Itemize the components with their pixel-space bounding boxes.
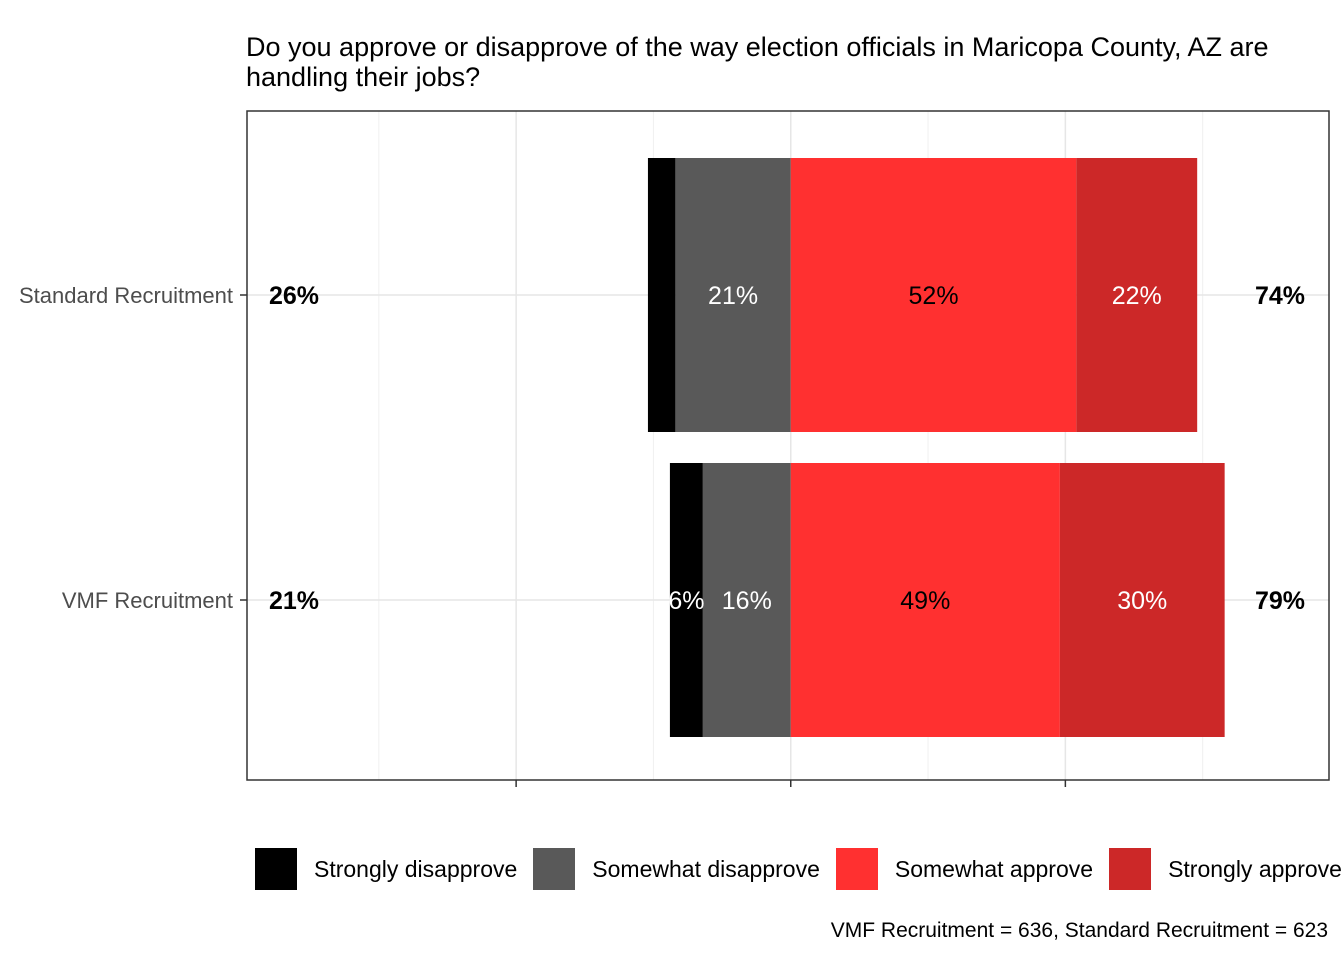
y-tick-label-vmf-recruitment: VMF Recruitment (62, 588, 233, 613)
legend-key-strongly-approve (1109, 848, 1152, 890)
y-axis: Standard Recruitment VMF Recruitment (19, 283, 247, 613)
segment-labels: 21% 52% 22% 6% 16% 49% 30% (668, 282, 1167, 615)
x-axis-ticks (515, 780, 1067, 787)
bar-strongly-disapprove-standard-recruitment (647, 158, 676, 432)
segment-label-strongly-approve-standard-recruitment: 22% (1112, 282, 1162, 310)
legend-item-somewhat-approve: Somewhat approve (835, 848, 1094, 890)
total-approve-standard-recruitment: 74% (1255, 282, 1305, 310)
legend-label-somewhat-disapprove: Somewhat disapprove (592, 855, 820, 882)
y-tick-label-standard-recruitment: Standard Recruitment (19, 283, 233, 308)
legend-key-somewhat-approve (835, 848, 878, 890)
total-disapprove-standard-recruitment: 26% (269, 282, 319, 310)
legend-label-somewhat-approve: Somewhat approve (894, 855, 1094, 882)
segment-label-somewhat-disapprove-vmf-recruitment: 16% (722, 587, 772, 615)
sample-size-caption: VMF Recruitment = 636, Standard Recruitm… (830, 919, 1328, 942)
bar-somewhat-disapprove-vmf-recruitment (702, 463, 791, 737)
segment-label-strongly-disapprove-vmf-recruitment: 6% (668, 587, 704, 615)
bar-segments (647, 158, 1225, 737)
bar-somewhat-approve-standard-recruitment (790, 158, 1077, 432)
chart-title: Do you approve or disapprove of the way … (246, 32, 1344, 92)
total-disapprove-vmf-recruitment: 21% (269, 587, 319, 615)
segment-label-somewhat-approve-standard-recruitment: 52% (909, 282, 959, 310)
bar-somewhat-disapprove-standard-recruitment (675, 158, 791, 432)
legend-label-strongly-approve: Strongly approve (1168, 855, 1342, 882)
segment-label-strongly-approve-vmf-recruitment: 30% (1117, 587, 1167, 615)
total-approve-vmf-recruitment: 79% (1255, 587, 1305, 615)
legend-key-strongly-disapprove (255, 848, 297, 890)
legend-label-strongly-disapprove: Strongly disapprove (314, 855, 518, 882)
chart-title-line-1: Do you approve or disapprove of the way … (246, 32, 1269, 62)
legend-item-strongly-approve: Strongly approve (1109, 848, 1342, 890)
chart-title-line-2: handling their jobs? (246, 62, 481, 92)
segment-label-somewhat-disapprove-standard-recruitment: 21% (708, 282, 758, 310)
bar-strongly-approve-standard-recruitment (1076, 158, 1198, 432)
bar-strongly-disapprove-vmf-recruitment (669, 463, 703, 737)
total-labels: 26% 74% 21% 79% (269, 282, 1305, 615)
legend-item-somewhat-disapprove: Somewhat disapprove (533, 848, 820, 890)
bar-strongly-approve-vmf-recruitment (1059, 463, 1225, 737)
legend-key-somewhat-disapprove (533, 848, 576, 890)
legend-item-strongly-disapprove: Strongly disapprove (255, 848, 517, 890)
bar-somewhat-approve-vmf-recruitment (790, 463, 1060, 737)
legend: Strongly disapprove Somewhat disapprove … (255, 848, 1344, 890)
segment-label-somewhat-approve-vmf-recruitment: 49% (900, 587, 950, 615)
plot-panel-border (246, 110, 1330, 781)
